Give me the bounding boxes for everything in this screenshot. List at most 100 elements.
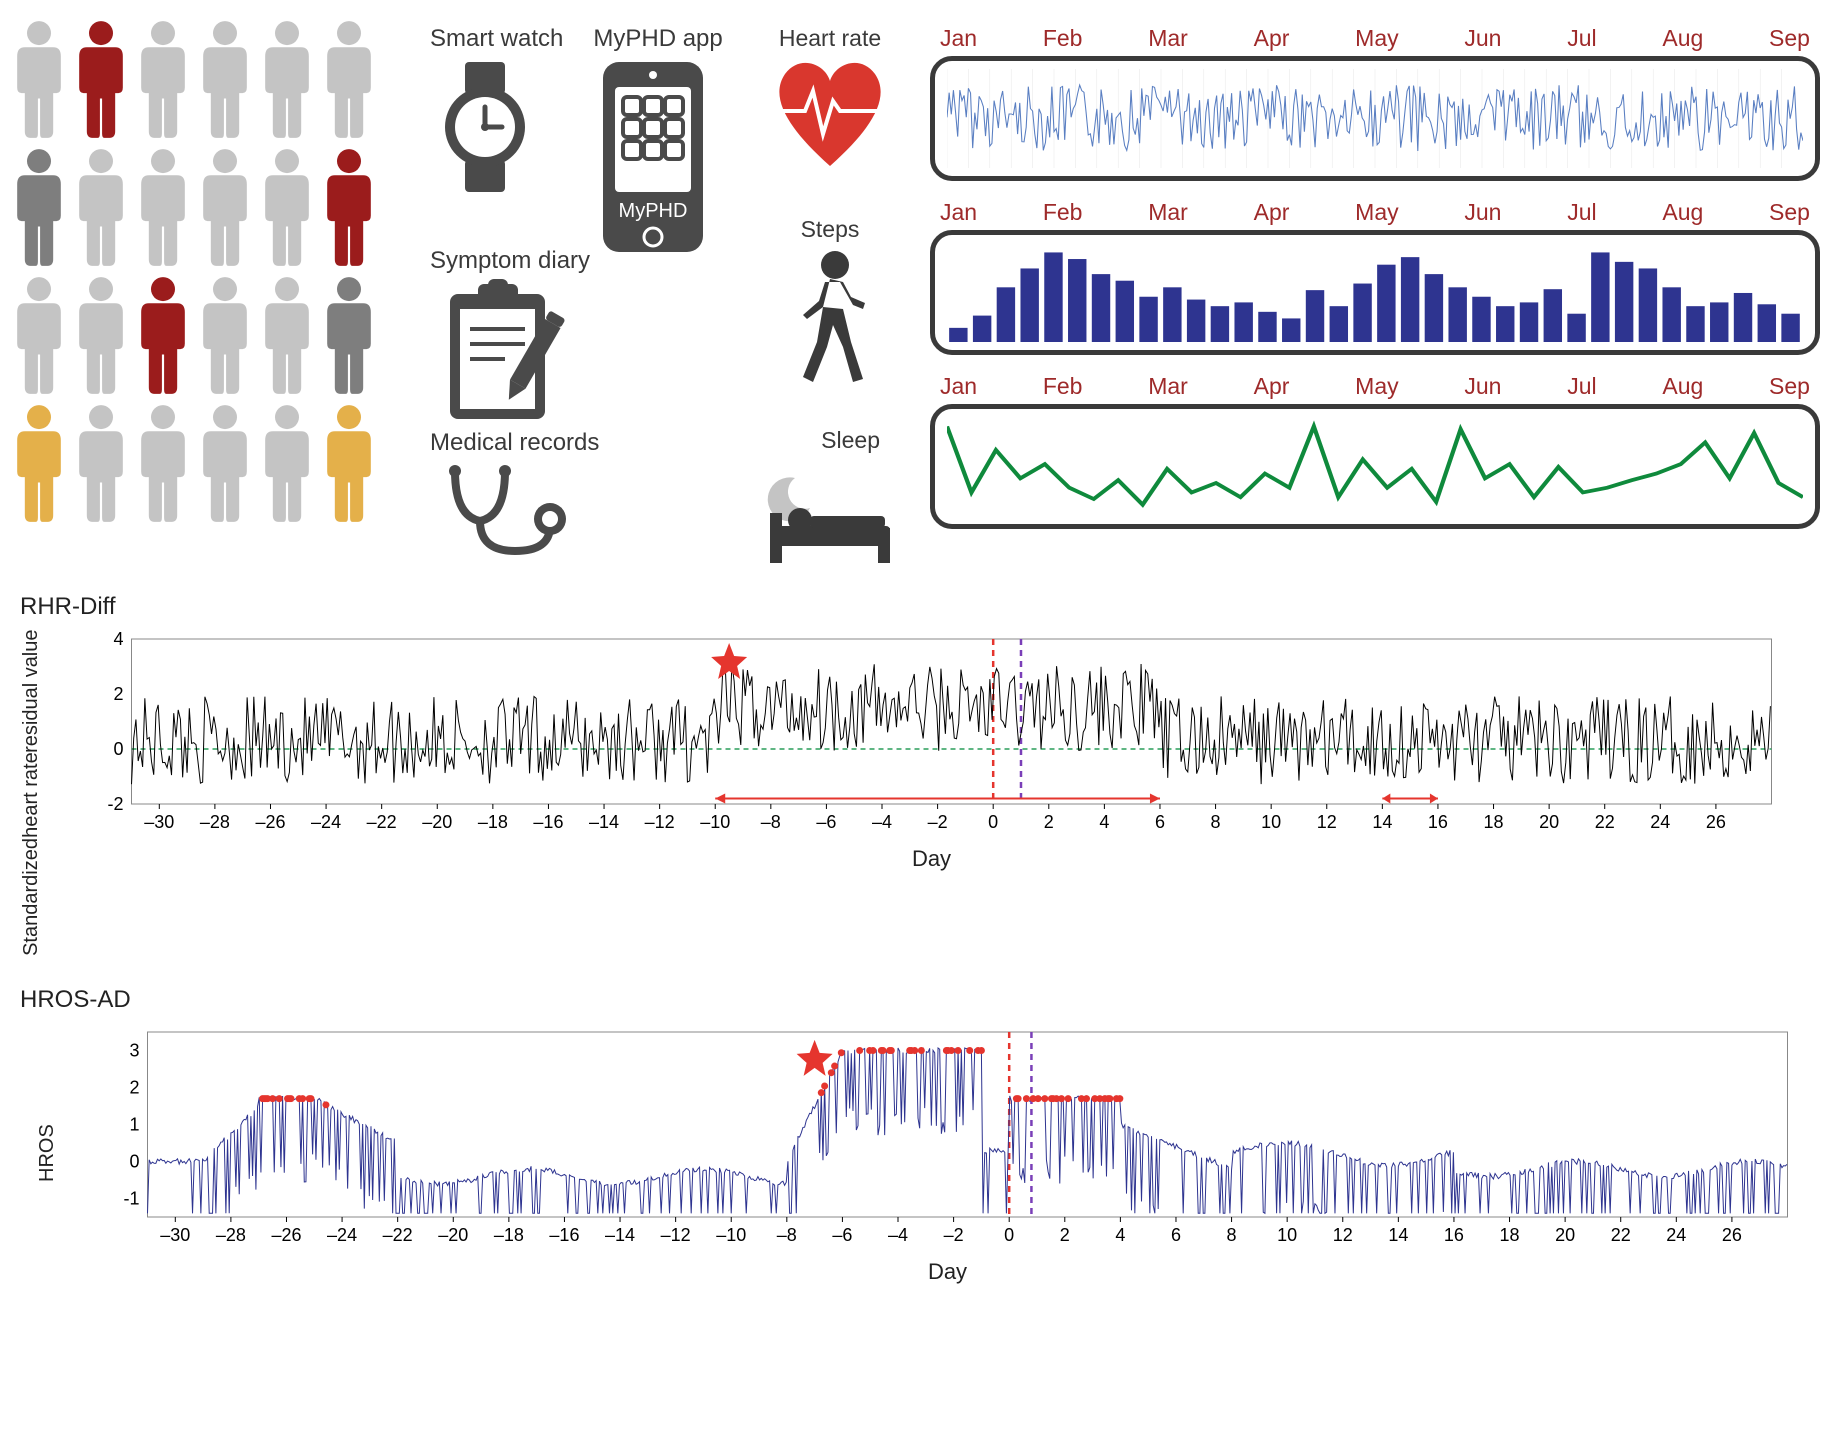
sleep-label: Sleep: [821, 427, 880, 454]
rhr-diff-section: RHR-Diff Standardizedheart rateresidual …: [0, 583, 1830, 966]
svg-text:–10: –10: [716, 1225, 746, 1245]
person-icon: [258, 404, 316, 524]
svg-text:22: 22: [1595, 812, 1615, 832]
svg-text:–4: –4: [872, 812, 892, 832]
svg-text:24: 24: [1650, 812, 1670, 832]
steps-chart-box: [930, 230, 1820, 355]
svg-text:14: 14: [1388, 1225, 1408, 1245]
hros-ad-xlabel: Day: [85, 1259, 1810, 1285]
sleep-chart-box: [930, 404, 1820, 529]
sleep-icon: [760, 458, 900, 573]
svg-text:-1: -1: [123, 1188, 139, 1208]
person-icon: [196, 148, 254, 268]
walking-icon: [775, 247, 885, 392]
svg-text:4: 4: [1099, 812, 1109, 832]
svg-text:2: 2: [1060, 1225, 1070, 1245]
svg-text:26: 26: [1706, 812, 1726, 832]
svg-text:2: 2: [129, 1077, 139, 1097]
steps-months: JanFebMarAprMayJunJulAugSep: [930, 199, 1820, 226]
month-label: Jun: [1464, 199, 1501, 226]
month-label: May: [1355, 373, 1398, 400]
person-icon: [258, 148, 316, 268]
person-icon: [320, 148, 378, 268]
svg-text:–24: –24: [311, 812, 341, 832]
phone-badge-text: MyPHD: [619, 200, 688, 222]
person-icon: [134, 148, 192, 268]
month-label: May: [1355, 25, 1398, 52]
svg-text:4: 4: [113, 629, 123, 649]
svg-text:–12: –12: [661, 1225, 691, 1245]
month-label: Jul: [1567, 373, 1596, 400]
month-label: Feb: [1043, 199, 1083, 226]
svg-text:22: 22: [1611, 1225, 1631, 1245]
person-icon: [196, 20, 254, 140]
svg-text:–14: –14: [589, 812, 619, 832]
rhr-diff-chart: -2024–30–28–26–24–22–20–18–16–14–12–10–8…: [53, 629, 1810, 956]
month-label: Sep: [1769, 373, 1810, 400]
svg-text:–16: –16: [533, 812, 563, 832]
svg-text:0: 0: [113, 739, 123, 759]
person-icon: [10, 404, 68, 524]
hros-ad-section: HROS-AD HROS -10123–30–28–26–24–22–20–18…: [0, 976, 1830, 1295]
svg-text:16: 16: [1444, 1225, 1464, 1245]
month-label: Jul: [1567, 25, 1596, 52]
svg-text:–8: –8: [761, 812, 781, 832]
stethoscope-icon: [430, 461, 580, 566]
svg-text:–12: –12: [645, 812, 675, 832]
month-label: Apr: [1254, 25, 1290, 52]
svg-text:–28: –28: [216, 1225, 246, 1245]
symptom-diary-block: Symptom diary: [430, 247, 730, 429]
heart-icon: [765, 56, 895, 176]
svg-text:8: 8: [1211, 812, 1221, 832]
top-section: Smart watch MyPHD app: [0, 0, 1830, 583]
hr-chart-box: [930, 56, 1820, 181]
svg-text:–26: –26: [255, 812, 285, 832]
svg-text:–10: –10: [700, 812, 730, 832]
svg-text:20: 20: [1555, 1225, 1575, 1245]
person-icon: [10, 276, 68, 396]
person-icon: [134, 404, 192, 524]
month-label: Sep: [1769, 25, 1810, 52]
person-icon: [258, 20, 316, 140]
svg-text:10: 10: [1277, 1225, 1297, 1245]
hr-mini-chart: JanFebMarAprMayJunJulAugSep: [930, 25, 1820, 181]
rhr-diff-ylabel: Standardizedheart rateresidual value: [20, 629, 43, 956]
svg-text:18: 18: [1484, 812, 1504, 832]
svg-text:–2: –2: [928, 812, 948, 832]
person-icon: [320, 404, 378, 524]
svg-text:8: 8: [1227, 1225, 1237, 1245]
person-icon: [72, 276, 130, 396]
svg-text:–8: –8: [777, 1225, 797, 1245]
svg-text:26: 26: [1722, 1225, 1742, 1245]
month-label: Jan: [940, 25, 977, 52]
svg-text:14: 14: [1372, 812, 1392, 832]
smart-watch-label: Smart watch: [430, 25, 563, 53]
steps-mini-chart: JanFebMarAprMayJunJulAugSep: [930, 199, 1820, 355]
svg-text:16: 16: [1428, 812, 1448, 832]
month-label: Mar: [1148, 199, 1188, 226]
svg-text:–4: –4: [888, 1225, 908, 1245]
month-label: May: [1355, 199, 1398, 226]
medical-records-label: Medical records: [430, 429, 730, 457]
svg-text:–6: –6: [816, 812, 836, 832]
person-icon: [320, 20, 378, 140]
svg-text:–30: –30: [144, 812, 174, 832]
svg-text:–20: –20: [422, 812, 452, 832]
svg-text:–14: –14: [605, 1225, 635, 1245]
svg-text:–2: –2: [944, 1225, 964, 1245]
person-icon: [320, 276, 378, 396]
person-icon: [196, 404, 254, 524]
month-label: Feb: [1043, 373, 1083, 400]
hr-months: JanFebMarAprMayJunJulAugSep: [930, 25, 1820, 52]
month-label: Jun: [1464, 25, 1501, 52]
month-label: Jul: [1567, 199, 1596, 226]
svg-text:–16: –16: [549, 1225, 579, 1245]
smart-watch-block: Smart watch: [430, 25, 563, 257]
svg-text:–30: –30: [160, 1225, 190, 1245]
month-label: Mar: [1148, 25, 1188, 52]
mini-charts-column: JanFebMarAprMayJunJulAugSep JanFebMarApr…: [930, 20, 1820, 573]
svg-text:6: 6: [1171, 1225, 1181, 1245]
symptom-diary-label: Symptom diary: [430, 247, 730, 275]
devices-column: Smart watch MyPHD app: [430, 20, 730, 573]
month-label: Apr: [1254, 199, 1290, 226]
